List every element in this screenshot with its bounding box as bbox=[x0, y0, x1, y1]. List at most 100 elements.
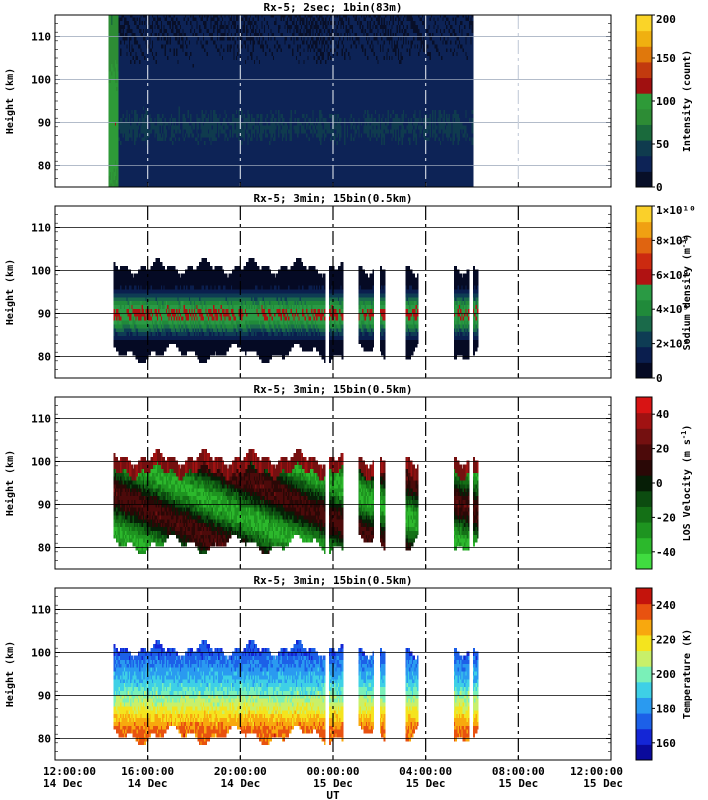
colorbar-swatch bbox=[636, 206, 652, 223]
y-tick-label: 110 bbox=[31, 604, 51, 617]
colorbar-tick-label: 50 bbox=[656, 138, 669, 151]
colorbar-tick-label: 1×10¹⁰ bbox=[656, 204, 696, 217]
panel-intensity: Rx-5; 2sec; 1bin(83m) 80 90 100 110 Height … bbox=[4, 1, 693, 194]
colorbar-tick-label: 200 bbox=[656, 668, 676, 681]
x-tick-time: 00:00:00 bbox=[307, 765, 360, 778]
panel-temperature: Rx-5; 3min; 15bin(0.5km) 80 90 100 110 Heig… bbox=[4, 574, 693, 761]
y-tick-label: 90 bbox=[38, 499, 51, 512]
colorbar-intensity: 0 50 100 150 200 bbox=[635, 13, 676, 194]
x-axis-label: UT bbox=[326, 789, 340, 800]
colorbar-swatch bbox=[636, 650, 652, 667]
colorbar-swatch bbox=[636, 475, 652, 492]
colorbar-tick-label: 220 bbox=[656, 634, 676, 647]
panel-title-sodium: Rx-5; 3min; 15bin(0.5km) bbox=[254, 192, 413, 205]
colorbar-tick-label: 240 bbox=[656, 599, 676, 612]
y-tick-label: 100 bbox=[31, 74, 51, 87]
colorbar-tick-label: -20 bbox=[656, 511, 676, 524]
y-tick-label: 90 bbox=[38, 117, 51, 130]
colorbar-swatch bbox=[636, 713, 652, 730]
colorbar-swatch bbox=[636, 681, 652, 698]
y-tick-label: 80 bbox=[38, 160, 51, 173]
colorbar-swatch bbox=[636, 397, 652, 414]
colorbar-swatch bbox=[636, 171, 652, 188]
colorbar-label-intensity: Intensity (count) bbox=[681, 50, 693, 152]
heatmap-intensity bbox=[108, 15, 474, 187]
colorbar-swatch bbox=[636, 634, 652, 652]
y-tick-label: 110 bbox=[31, 413, 51, 426]
x-tick-time: 08:00:00 bbox=[492, 765, 545, 778]
colorbar-swatch bbox=[636, 30, 652, 47]
y-axis-velocity: 80 90 100 110 bbox=[31, 396, 611, 570]
colorbar-swatch bbox=[636, 346, 652, 363]
colorbar-label-temperature: Temperature (K) bbox=[682, 629, 693, 719]
y-tick-label: 100 bbox=[31, 456, 51, 469]
y-tick-label: 80 bbox=[38, 733, 51, 746]
colorbar-swatch bbox=[636, 284, 652, 301]
panel-title-intensity: Rx-5; 2sec; 1bin(83m) bbox=[263, 1, 402, 14]
x-tick-date: 14 Dec bbox=[128, 777, 168, 790]
colorbar-swatch bbox=[636, 697, 652, 714]
colorbar-temperature: 160 180 200 220 240 bbox=[635, 587, 676, 761]
x-tick-date: 15 Dec bbox=[498, 777, 538, 790]
colorbar-sodium: 0 2×10⁹ 4×10⁹ 6×10⁹ 8×10⁹ 1×10¹⁰ bbox=[635, 204, 696, 385]
colorbar-tick-label: 180 bbox=[656, 702, 676, 715]
colorbar-swatch bbox=[636, 666, 652, 683]
colorbar-swatch bbox=[636, 140, 652, 157]
colorbar-swatch bbox=[636, 619, 652, 636]
heatmap-temperature bbox=[113, 640, 479, 746]
colorbar-swatch bbox=[636, 522, 652, 539]
x-tick-time: 12:00:00 bbox=[570, 765, 623, 778]
colorbar-tick-label: 160 bbox=[656, 737, 676, 750]
colorbar-swatch bbox=[636, 77, 652, 94]
colorbar-tick-label: 100 bbox=[656, 95, 676, 108]
colorbar-swatch bbox=[636, 299, 652, 316]
colorbar-swatch bbox=[636, 315, 652, 332]
y-tick-label: 90 bbox=[38, 308, 51, 321]
y-axis-label-sodium: Height (km) bbox=[4, 259, 16, 325]
colorbar-swatch bbox=[636, 15, 652, 32]
y-tick-label: 100 bbox=[31, 265, 51, 278]
colorbar-swatch bbox=[636, 61, 652, 79]
colorbar-tick-label: 4×10⁹ bbox=[656, 303, 689, 316]
y-tick-label: 80 bbox=[38, 542, 51, 555]
x-tick-date: 15 Dec bbox=[406, 777, 446, 790]
colorbar-swatch bbox=[636, 331, 652, 348]
colorbar-tick-label: 150 bbox=[656, 52, 676, 65]
colorbar-swatch bbox=[636, 428, 652, 445]
colorbar-swatch bbox=[636, 155, 652, 172]
colorbar-tick-label: 20 bbox=[656, 443, 669, 456]
y-tick-label: 100 bbox=[31, 647, 51, 660]
colorbar-tick-label: 0 bbox=[656, 477, 663, 490]
colorbar-swatch bbox=[636, 490, 652, 507]
heatmap-sodium bbox=[113, 258, 479, 364]
panel-sodium-density: Rx-5; 3min; 15bin(0.5km) 80 90 100 110 Heig… bbox=[4, 192, 696, 385]
y-axis-label-velocity: Height (km) bbox=[4, 450, 16, 516]
x-tick-date: 15 Dec bbox=[313, 777, 353, 790]
colorbar-swatch bbox=[636, 362, 652, 379]
x-tick-time: 20:00:00 bbox=[214, 765, 267, 778]
x-tick-date: 14 Dec bbox=[43, 777, 83, 790]
panel-title-velocity: Rx-5; 3min; 15bin(0.5km) bbox=[254, 383, 413, 396]
colorbar-frame bbox=[635, 205, 653, 379]
y-tick-label: 80 bbox=[38, 351, 51, 364]
colorbar-swatch bbox=[636, 124, 652, 141]
colorbar-swatch bbox=[636, 108, 652, 125]
colorbar-swatch bbox=[636, 268, 652, 285]
colorbar-swatch bbox=[636, 46, 652, 63]
x-tick-date: 15 Dec bbox=[583, 777, 623, 790]
colorbar-tick-label: 8×10⁹ bbox=[656, 234, 689, 247]
x-tick-time: 16:00:00 bbox=[121, 765, 174, 778]
colorbar-swatch bbox=[636, 221, 652, 238]
colorbar-tick-label: 0 bbox=[656, 181, 663, 194]
y-axis-label-temperature: Height (km) bbox=[4, 641, 16, 707]
colorbar-tick-label: 6×10⁹ bbox=[656, 269, 689, 282]
colorbar-swatch bbox=[636, 553, 652, 570]
colorbar-swatch bbox=[636, 506, 652, 523]
y-tick-label: 110 bbox=[31, 31, 51, 44]
y-tick-label: 110 bbox=[31, 222, 51, 235]
colorbar-label-sodium: Sodium density (m-3) bbox=[680, 234, 693, 351]
colorbar-tick-label: 40 bbox=[656, 408, 669, 421]
colorbar-swatch bbox=[636, 459, 652, 476]
